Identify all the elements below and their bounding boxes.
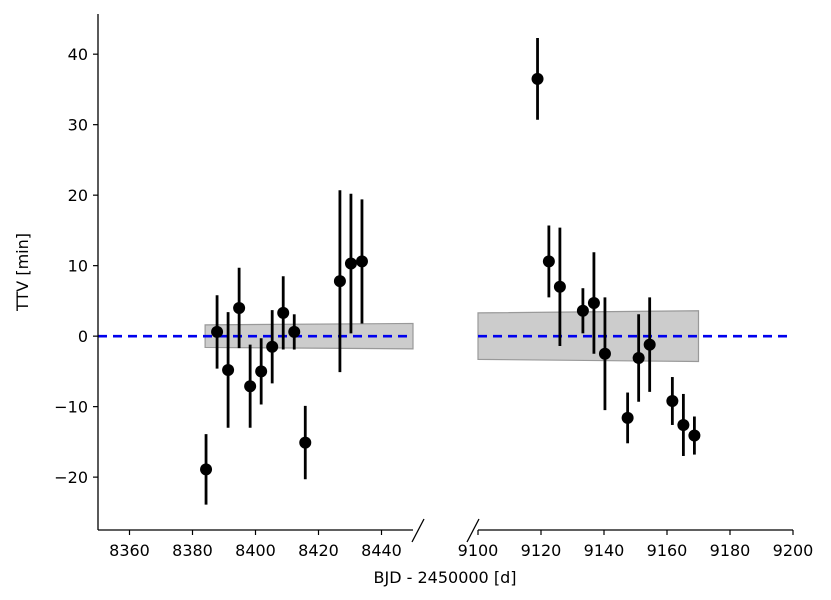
right-x-tick-label-9100: 9100 [458, 541, 499, 560]
reference-layer [98, 310, 793, 363]
axis-break-right-mark [466, 518, 480, 543]
right-x-tick-label-9140: 9140 [584, 541, 625, 560]
right-data-point-11 [677, 418, 690, 431]
y-tick-label-1: −10 [54, 398, 88, 417]
right-data-point-2 [542, 255, 555, 268]
right-data-point-12 [688, 429, 701, 442]
left-data-point-10 [299, 436, 312, 449]
right-x-tick-label-9160: 9160 [647, 541, 688, 560]
y-tick-label-6: 40 [68, 45, 88, 64]
y-axis-label: TTV [min] [13, 233, 32, 312]
y-tick-label-3: 10 [68, 257, 88, 276]
right-data-point-10 [666, 395, 679, 407]
left-x-tick-label-8400: 8400 [235, 541, 276, 560]
left-data-point-3 [222, 363, 235, 376]
data-layer [200, 37, 701, 505]
y-tick-label-2: 0 [78, 327, 88, 346]
right-data-point-3 [553, 280, 566, 293]
left-x-tick-label-8440: 8440 [361, 541, 402, 560]
left-x-tick-label-8420: 8420 [298, 541, 339, 560]
right-data-point-9 [643, 338, 656, 351]
right-x-tick-label-9180: 9180 [710, 541, 751, 560]
left-data-point-8 [277, 306, 290, 319]
left-data-point-1 [200, 463, 213, 476]
y-tick-label-5: 30 [68, 116, 88, 135]
axis-layer: 8360 8380 8400 8420 8440 −20 −10 0 10 20 30 40 9100 9… [54, 14, 813, 560]
left-data-point-13 [355, 255, 368, 268]
left-data-point-12 [344, 257, 357, 270]
left-data-point-7 [266, 340, 279, 353]
right-data-point-5 [587, 297, 600, 310]
right-data-point-4 [576, 304, 589, 317]
left-data-point-2 [211, 325, 224, 338]
right-data-point-6 [598, 347, 611, 360]
left-data-point-5 [244, 380, 257, 393]
right-data-point-1 [531, 72, 544, 85]
left-data-point-6 [255, 365, 268, 378]
left-data-point-9 [288, 325, 301, 338]
axis-break-left-mark [411, 518, 425, 543]
right-x-tick-label-9200: 9200 [773, 541, 814, 560]
left-data-point-11 [333, 275, 346, 288]
left-x-tick-label-8380: 8380 [172, 541, 213, 560]
left-x-tick-label-8360: 8360 [109, 541, 150, 560]
right-x-tick-label-9120: 9120 [521, 541, 562, 560]
x-axis-label: BJD - 2450000 [d] [374, 568, 517, 587]
y-tick-label-0: −20 [54, 468, 88, 487]
left-data-point-4 [233, 301, 246, 314]
right-data-point-7 [621, 411, 634, 424]
right-data-point-8 [632, 352, 645, 364]
y-tick-label-4: 20 [68, 186, 88, 205]
